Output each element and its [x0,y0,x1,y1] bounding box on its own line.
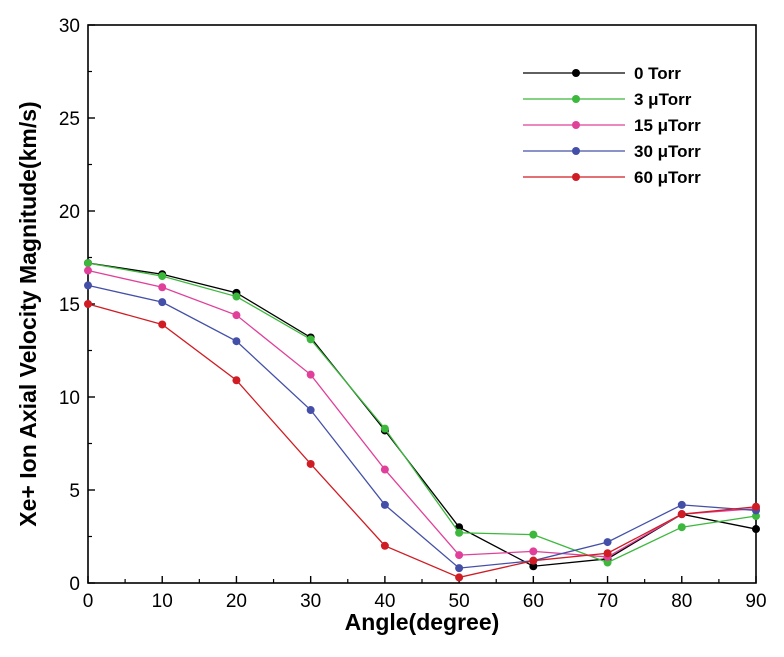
data-point [306,370,315,379]
data-point [380,541,389,550]
data-point [232,337,241,346]
data-point [380,500,389,509]
data-point [306,459,315,468]
legend-label: 0 Torr [634,64,681,83]
y-axis-title: Xe+ Ion Axial Velocity Magnitude(km/s) [15,101,41,526]
data-point [529,530,538,539]
data-point [380,465,389,474]
data-point [529,547,538,556]
data-point [84,266,92,275]
y-axis-ticks: 0 5 10 15 20 25 30 [59,16,95,595]
series-line [87,303,757,579]
data-point [529,556,538,565]
legend-item: 3 μTorr [523,90,692,109]
x-tick-label: 80 [671,591,692,612]
data-point [455,573,464,582]
data-point [232,311,241,320]
legend-label: 60 μTorr [634,168,701,187]
series-line [87,262,757,567]
data-point [603,538,612,547]
series-layer [84,259,760,582]
x-tick-label: 0 [83,591,94,612]
data-point [158,298,167,307]
x-tick-label: 20 [226,591,247,612]
x-tick-label: 70 [597,591,618,612]
x-tick-label: 60 [523,591,544,612]
data-point [84,259,92,268]
legend-item: 30 μTorr [523,142,701,161]
data-point [455,564,464,573]
x-axis-ticks: 0 10 20 30 40 50 60 70 80 90 [83,576,767,612]
y-tick-label: 0 [69,574,80,595]
y-tick-label: 30 [59,16,80,37]
data-point [455,528,464,537]
data-point [158,283,167,292]
data-point [158,320,167,329]
data-point [529,562,538,571]
y-tick-label: 15 [59,295,80,316]
series-0 [84,259,760,571]
series-4 [84,300,760,582]
legend-label: 3 μTorr [634,90,692,109]
x-axis-title: Angle(degree) [345,609,500,635]
legend-marker [572,147,580,155]
data-point [752,512,760,521]
data-point [84,300,92,308]
legend-item: 60 μTorr [523,168,701,187]
legend-marker [572,69,580,77]
x-tick-label: 40 [374,591,395,612]
legend-marker [572,121,580,129]
data-point [380,424,389,433]
legend: 0 Torr 3 μTorr 15 μTorr 30 μTorr 60 μTorr [523,64,701,187]
y-tick-label: 5 [69,481,80,502]
legend-label: 30 μTorr [634,142,701,161]
y-tick-label: 10 [59,388,80,409]
data-point [603,549,612,558]
data-point [232,376,241,385]
series-2 [84,266,760,561]
data-point [306,335,315,344]
data-point [232,292,241,301]
data-point [677,523,686,532]
y-tick-label: 25 [59,109,80,130]
legend-item: 15 μTorr [523,116,701,135]
series-line [87,269,757,558]
data-point [306,406,315,415]
legend-item: 0 Torr [523,64,681,83]
data-point [677,510,686,519]
x-tick-label: 30 [300,591,321,612]
series-line [87,262,757,564]
series-line [87,284,757,569]
x-tick-label: 50 [449,591,470,612]
x-tick-label: 90 [745,591,766,612]
series-1 [84,259,760,567]
data-point [752,502,760,511]
data-point [455,551,464,560]
y-tick-label: 20 [59,202,80,223]
data-point [603,558,612,567]
data-point [677,500,686,509]
legend-marker [572,95,580,103]
data-point [158,272,167,281]
data-point [752,525,760,534]
x-tick-label: 10 [152,591,173,612]
legend-label: 15 μTorr [634,116,701,135]
legend-marker [572,173,580,181]
data-point [84,281,92,290]
